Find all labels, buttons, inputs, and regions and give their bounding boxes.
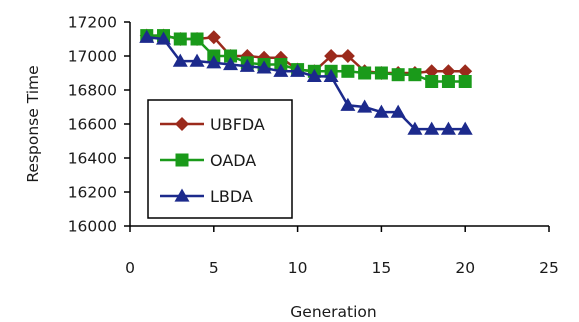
legend-label-oada: OADA <box>210 151 256 170</box>
series-lbda <box>139 29 473 135</box>
data-point-lbda <box>390 104 406 118</box>
data-point-lbda <box>424 121 440 135</box>
y-tick-label: 16000 <box>68 218 117 236</box>
legend-marker-ubfda <box>175 117 189 131</box>
data-point-ubfda <box>458 64 473 79</box>
data-point-oada <box>358 66 372 80</box>
data-point-oada <box>425 75 439 88</box>
x-tick-label: 20 <box>455 259 475 277</box>
series-oada <box>140 29 472 88</box>
y-tick-label: 17200 <box>68 14 117 32</box>
data-point-oada <box>408 68 422 82</box>
data-point-oada <box>374 66 388 80</box>
y-tick-label: 17000 <box>68 48 117 66</box>
data-point-lbda <box>357 99 373 113</box>
series-ubfda <box>139 28 473 80</box>
x-tick-label: 25 <box>539 259 559 277</box>
data-point-oada <box>173 32 187 46</box>
legend-item-lbda: LBDA <box>160 187 253 206</box>
data-point-ubfda <box>424 64 439 79</box>
x-axis-ticks: 0 5 10 15 20 25 <box>125 226 559 277</box>
data-point-lbda <box>223 57 239 71</box>
y-tick-label: 16200 <box>68 184 117 202</box>
x-tick-label: 15 <box>372 259 392 277</box>
data-point-oada <box>441 75 455 88</box>
x-tick-label: 5 <box>209 259 219 277</box>
legend-item-oada: OADA <box>160 151 256 170</box>
y-tick-label: 16400 <box>68 150 117 168</box>
x-axis-title: Generation <box>290 303 376 321</box>
y-tick-label: 16600 <box>68 116 117 134</box>
data-point-lbda <box>189 53 205 67</box>
y-tick-label: 16800 <box>68 82 117 100</box>
data-point-lbda <box>273 63 289 77</box>
data-point-lbda <box>407 121 423 135</box>
legend-label-ubfda: UBFDA <box>210 115 265 134</box>
data-point-oada <box>391 68 405 82</box>
data-point-lbda <box>239 58 255 72</box>
data-point-lbda <box>172 53 188 67</box>
legend-marker-lbda <box>174 188 190 202</box>
data-point-lbda <box>457 121 473 135</box>
legend-item-ubfda: UBFDA <box>160 115 265 134</box>
y-axis-title: Response Time <box>24 65 42 182</box>
data-point-lbda <box>323 68 339 83</box>
x-tick-label: 10 <box>288 259 308 277</box>
y-axis-ticks: 16000 16200 16400 16600 16800 17000 17200 <box>68 14 130 236</box>
data-point-lbda <box>156 31 172 45</box>
data-point-oada <box>458 75 472 88</box>
data-point-lbda <box>440 121 456 135</box>
data-point-ubfda <box>206 30 221 45</box>
data-point-lbda <box>206 55 222 69</box>
data-point-lbda <box>306 68 322 83</box>
data-point-ubfda <box>324 49 339 63</box>
legend-label-lbda: LBDA <box>210 187 253 206</box>
data-point-oada <box>224 49 238 63</box>
data-point-lbda <box>256 60 272 74</box>
legend: UBFDA OADA LBDA <box>147 99 293 219</box>
data-point-lbda <box>139 29 155 43</box>
data-point-ubfda <box>441 64 456 79</box>
data-point-lbda <box>290 63 306 77</box>
legend-items: UBFDA OADA LBDA <box>160 115 265 206</box>
data-point-oada <box>190 32 204 46</box>
data-point-lbda <box>373 104 389 118</box>
legend-marker-oada <box>175 153 189 167</box>
x-tick-label: 0 <box>125 259 135 277</box>
data-point-ubfda <box>340 49 355 63</box>
series-layer <box>139 28 473 135</box>
data-point-oada <box>341 64 355 78</box>
data-point-lbda <box>340 97 356 111</box>
